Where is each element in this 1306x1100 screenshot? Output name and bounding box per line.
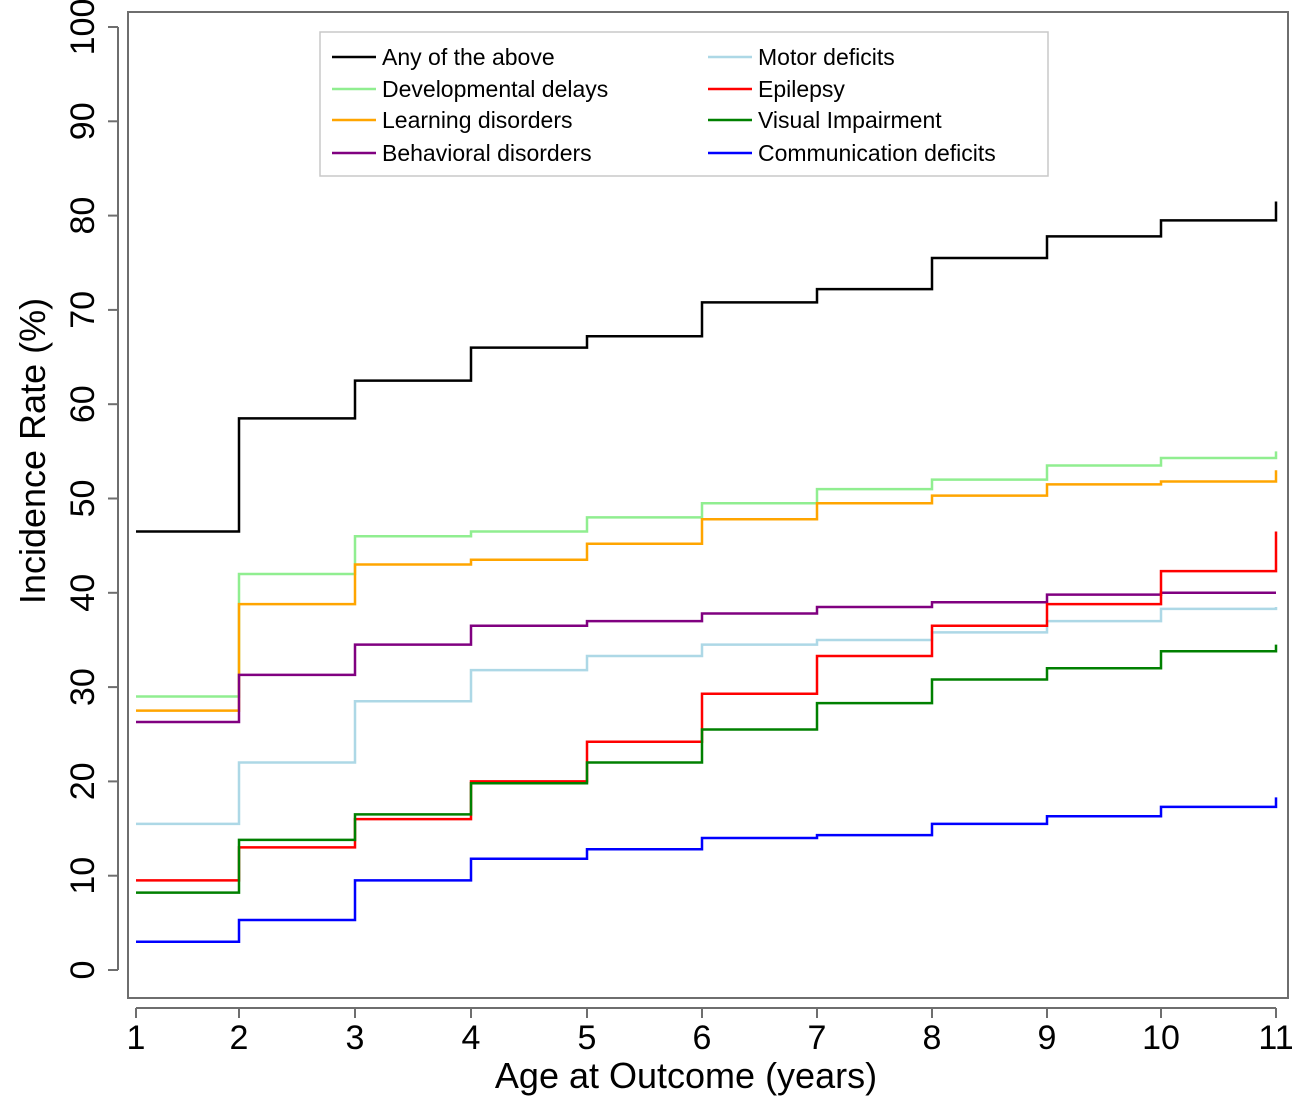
y-tick-label: 10 bbox=[64, 857, 102, 895]
y-tick-label: 50 bbox=[64, 480, 102, 518]
x-axis: 1 2 3 4 5 6 7 8 9 10 11 bbox=[127, 1007, 1294, 1057]
x-tick-label: 9 bbox=[1038, 1019, 1057, 1057]
series-line-3 bbox=[136, 591, 1276, 724]
y-tick-label: 0 bbox=[64, 961, 102, 980]
legend-label-7: Communication deficits bbox=[758, 140, 996, 166]
x-tick-label: 3 bbox=[346, 1019, 365, 1057]
x-tick-label: 8 bbox=[923, 1019, 942, 1057]
y-tick-label: 80 bbox=[64, 197, 102, 235]
y-tick-label: 70 bbox=[64, 291, 102, 329]
legend-label-6: Visual Impairment bbox=[758, 107, 942, 133]
legend-label-3: Behavioral disorders bbox=[382, 140, 592, 166]
legend: Any of the above Developmental delays Lear… bbox=[319, 31, 1049, 177]
y-tick-label: 100 bbox=[64, 0, 102, 55]
legend-label-0: Any of the above bbox=[382, 44, 555, 70]
y-tick-label: 40 bbox=[64, 574, 102, 612]
x-axis-label: Age at Outcome (years) bbox=[495, 1055, 877, 1096]
legend-label-1: Developmental delays bbox=[382, 76, 608, 102]
y-tick-label: 30 bbox=[64, 668, 102, 706]
x-tick-label: 2 bbox=[230, 1019, 249, 1057]
plot-frame bbox=[127, 11, 1289, 999]
series-line-2 bbox=[136, 470, 1278, 712]
x-tick-label: 4 bbox=[462, 1019, 481, 1057]
series-line-1 bbox=[136, 451, 1278, 698]
y-axis: 0 10 20 30 40 50 60 70 80 90 100 bbox=[64, 0, 119, 980]
x-tick-label: 5 bbox=[578, 1019, 597, 1057]
x-tick-label: 1 bbox=[127, 1019, 146, 1057]
x-tick-label: 6 bbox=[693, 1019, 712, 1057]
legend-label-4: Motor deficits bbox=[758, 44, 895, 70]
y-tick-label: 90 bbox=[64, 102, 102, 140]
series-line-7 bbox=[136, 797, 1278, 943]
x-tick-label: 11 bbox=[1258, 1019, 1293, 1057]
series-line-5 bbox=[136, 531, 1278, 882]
x-tick-label: 7 bbox=[808, 1019, 827, 1057]
legend-label-2: Learning disorders bbox=[382, 107, 573, 133]
series-line-6 bbox=[136, 644, 1278, 894]
y-tick-label: 20 bbox=[64, 762, 102, 800]
series-layer bbox=[136, 201, 1278, 943]
x-tick-label: 10 bbox=[1142, 1019, 1180, 1057]
y-tick-label: 60 bbox=[64, 385, 102, 423]
legend-box bbox=[319, 31, 1049, 177]
y-axis-label: Incidence Rate (%) bbox=[12, 298, 53, 604]
series-line-0 bbox=[136, 201, 1278, 533]
legend-label-5: Epilepsy bbox=[758, 76, 845, 102]
series-line-4 bbox=[136, 606, 1278, 826]
